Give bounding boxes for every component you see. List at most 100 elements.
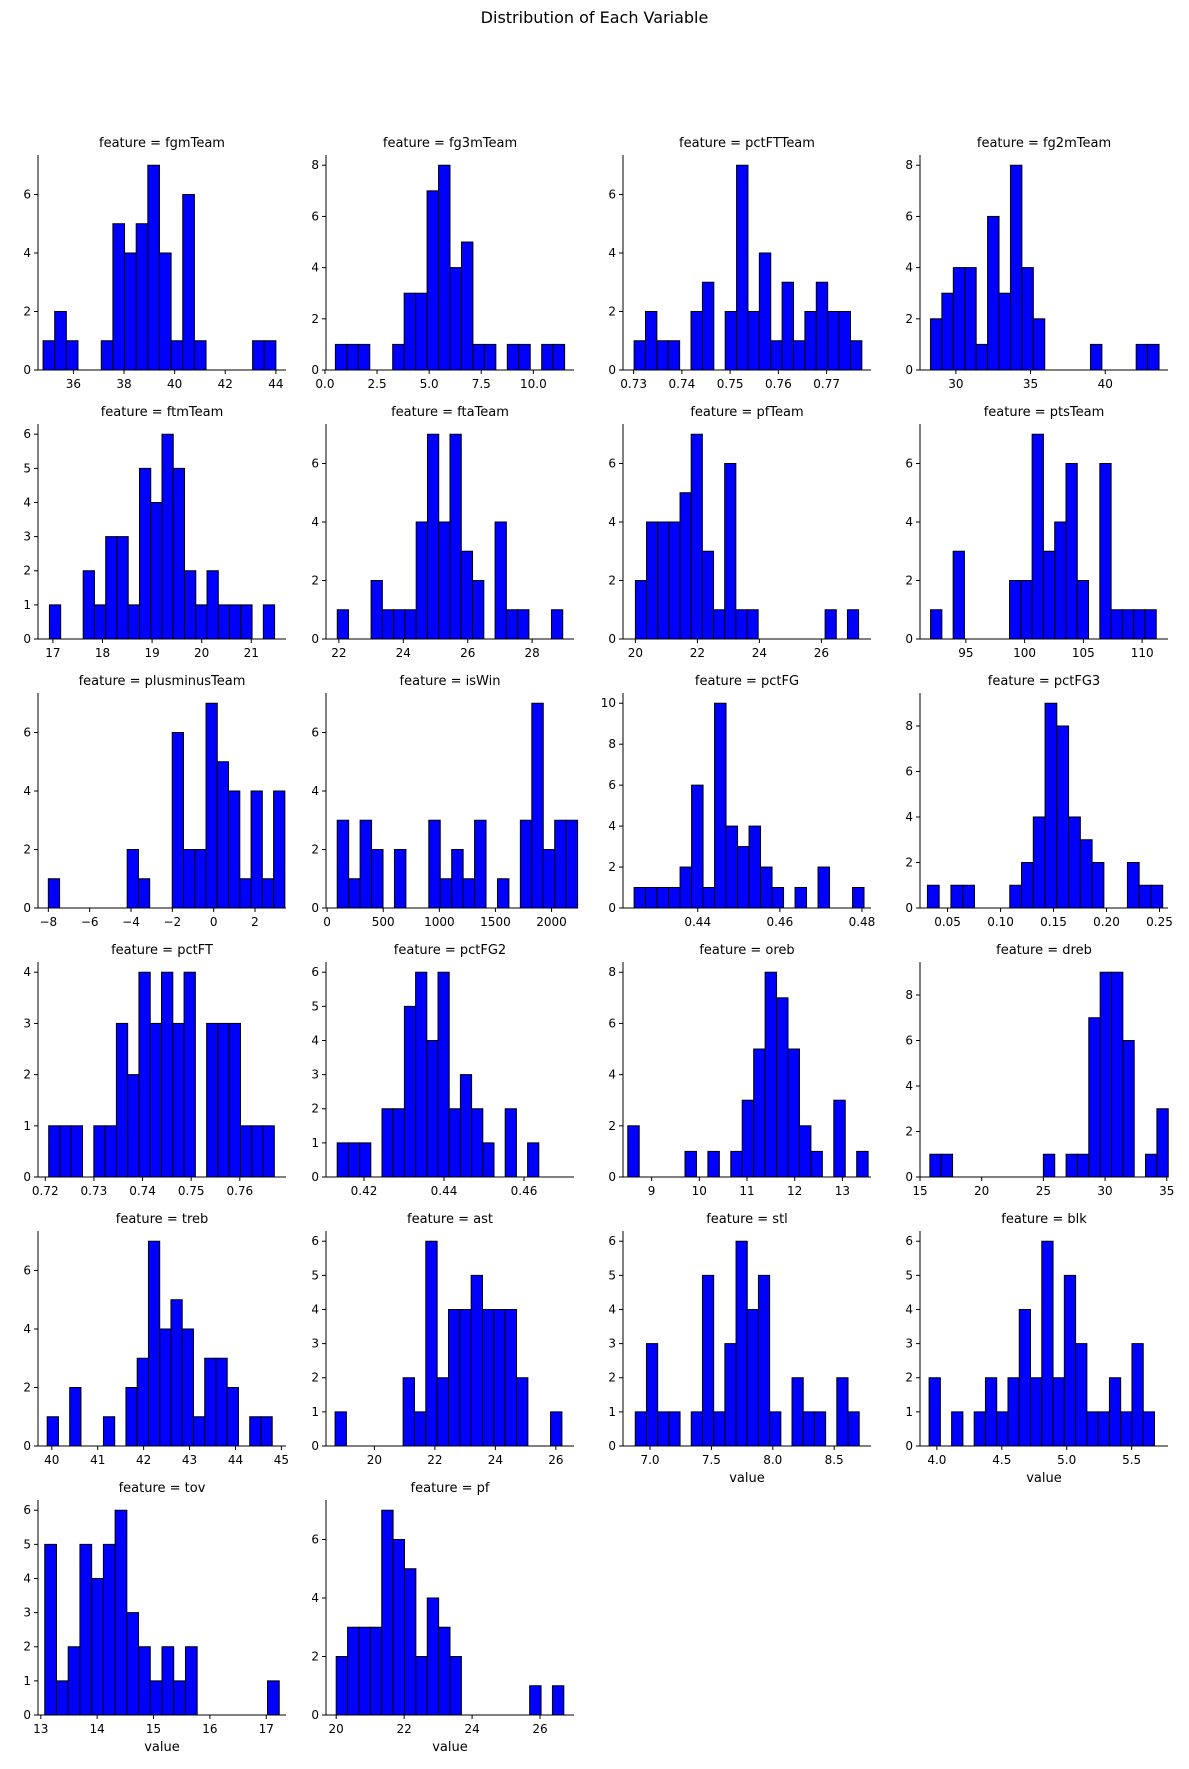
histogram-bar bbox=[747, 311, 760, 371]
x-tick-label: 0.76 bbox=[765, 377, 792, 391]
histogram-bar bbox=[929, 1153, 942, 1178]
histogram-bar bbox=[926, 884, 940, 909]
histogram-bar bbox=[735, 1240, 748, 1447]
x-tick-label: 1000 bbox=[424, 915, 455, 929]
y-tick-label: 2 bbox=[311, 312, 319, 326]
histogram-bar bbox=[249, 1416, 262, 1447]
x-tick-label: 0.74 bbox=[669, 377, 696, 391]
y-tick-label: 0 bbox=[905, 1170, 913, 1184]
x-tick-label: 21 bbox=[244, 646, 259, 660]
histogram-bar bbox=[158, 252, 172, 371]
y-tick-label: 5 bbox=[23, 1537, 31, 1551]
histogram-bar bbox=[684, 1150, 697, 1178]
histogram-bar bbox=[1032, 318, 1046, 371]
histogram-bar bbox=[335, 1656, 349, 1716]
y-tick-label: 4 bbox=[608, 246, 616, 260]
panel-title: feature = pctFG2 bbox=[394, 943, 506, 958]
histogram-bar bbox=[334, 1411, 347, 1447]
histogram-bar bbox=[746, 609, 759, 640]
y-tick-label: 2 bbox=[905, 573, 913, 587]
histogram-bar bbox=[184, 1646, 198, 1716]
histogram-bar bbox=[679, 866, 693, 909]
x-tick-label: 40 bbox=[167, 377, 182, 391]
y-tick-label: 6 bbox=[23, 1503, 31, 1517]
histogram-bar bbox=[627, 1125, 640, 1178]
histogram-bar bbox=[482, 1142, 495, 1178]
x-tick-label: 0.48 bbox=[849, 915, 876, 929]
y-tick-label: 2 bbox=[608, 1119, 616, 1133]
y-tick-label: 3 bbox=[23, 1016, 31, 1030]
histogram-bar bbox=[359, 1142, 372, 1178]
histogram-bar bbox=[852, 887, 865, 909]
y-tick-label: 0 bbox=[311, 632, 319, 646]
histogram-bar bbox=[634, 1411, 647, 1447]
y-tick-label: 0 bbox=[23, 1170, 31, 1184]
x-tick-label: 0.05 bbox=[934, 915, 961, 929]
y-tick-label: 0 bbox=[23, 363, 31, 377]
x-tick-label: 26 bbox=[532, 1722, 547, 1736]
x-tick-label: 2.5 bbox=[368, 377, 387, 391]
histogram-bar bbox=[462, 878, 476, 909]
histogram-bar bbox=[371, 849, 384, 909]
histogram-bar bbox=[42, 340, 56, 371]
histogram-bar bbox=[172, 1022, 185, 1178]
panel-title: feature = pctFT bbox=[111, 943, 213, 958]
panel-title: feature = tov bbox=[119, 1481, 206, 1496]
histogram-bar bbox=[426, 1597, 440, 1716]
histogram-bar bbox=[827, 311, 840, 371]
y-tick-label: 4 bbox=[311, 1302, 319, 1316]
histogram-bar bbox=[1135, 343, 1149, 371]
y-tick-label: 2 bbox=[311, 1371, 319, 1385]
histogram-panel: feature = pctFG 0 2 4 6 8 10 0.44 0.46 0.48 bbox=[601, 674, 876, 929]
histogram-bar bbox=[436, 1377, 449, 1447]
x-tick-label: 44 bbox=[228, 1453, 243, 1467]
histogram-bar bbox=[204, 1357, 217, 1447]
x-tick-label: 10.0 bbox=[520, 377, 547, 391]
histogram-bar bbox=[741, 1099, 755, 1178]
histogram-bar bbox=[633, 340, 646, 371]
y-tick-label: 0 bbox=[905, 1439, 913, 1453]
histogram-bar bbox=[91, 1577, 104, 1716]
x-tick-label: 25 bbox=[1036, 1184, 1051, 1198]
histogram-bar bbox=[251, 1125, 264, 1178]
histogram-panel: feature = fg3mTeam 0 2 4 6 8 0.0 2.5 5.0 7.5 10.0 bbox=[311, 136, 574, 391]
histogram-panel: feature = tov 0 1 2 3 4 5 6 13 14 15 16 17 value bbox=[23, 1481, 286, 1755]
histogram-bar bbox=[449, 433, 462, 640]
histogram-panel: feature = treb 0 2 4 6 40 41 42 43 44 45 bbox=[23, 1212, 289, 1467]
histogram-bar bbox=[496, 878, 510, 909]
histogram-bar bbox=[802, 1411, 815, 1447]
histogram-bar bbox=[1097, 1411, 1110, 1447]
histogram-bar bbox=[239, 1125, 253, 1178]
histogram-bar bbox=[170, 1299, 183, 1447]
histogram-bar bbox=[737, 846, 750, 909]
histogram-bar bbox=[657, 1411, 670, 1447]
y-tick-label: 4 bbox=[23, 495, 31, 509]
y-tick-label: 0 bbox=[23, 901, 31, 915]
histogram-bar bbox=[93, 1125, 106, 1178]
y-tick-label: 1 bbox=[608, 1405, 616, 1419]
histogram-bar bbox=[173, 1680, 186, 1716]
x-tick-label: 22 bbox=[396, 1722, 411, 1736]
histogram-bar bbox=[82, 570, 95, 640]
y-tick-label: 6 bbox=[311, 1234, 319, 1248]
x-tick-label: 5.5 bbox=[1122, 1453, 1141, 1467]
y-tick-label: 6 bbox=[608, 1234, 616, 1248]
histogram-bar bbox=[1150, 884, 1164, 909]
x-tick-label: 45 bbox=[274, 1453, 289, 1467]
histogram-bar bbox=[794, 887, 808, 909]
y-tick-label: 3 bbox=[905, 1337, 913, 1351]
x-tick-label: 22 bbox=[427, 1453, 442, 1467]
x-tick-label: 0.72 bbox=[32, 1184, 59, 1198]
histogram-bar bbox=[459, 1074, 473, 1178]
y-tick-label: 8 bbox=[905, 988, 913, 1002]
y-tick-label: 2 bbox=[608, 573, 616, 587]
histogram-bar bbox=[170, 340, 184, 371]
histogram-bar bbox=[228, 1022, 241, 1178]
y-tick-label: 0 bbox=[23, 1708, 31, 1722]
histogram-bar bbox=[781, 281, 795, 371]
x-tick-label: 0.44 bbox=[431, 1184, 458, 1198]
x-tick-label: 20 bbox=[367, 1453, 382, 1467]
histogram-bar bbox=[181, 1328, 194, 1447]
y-tick-label: 4 bbox=[608, 819, 616, 833]
x-tick-label: 0.76 bbox=[226, 1184, 253, 1198]
